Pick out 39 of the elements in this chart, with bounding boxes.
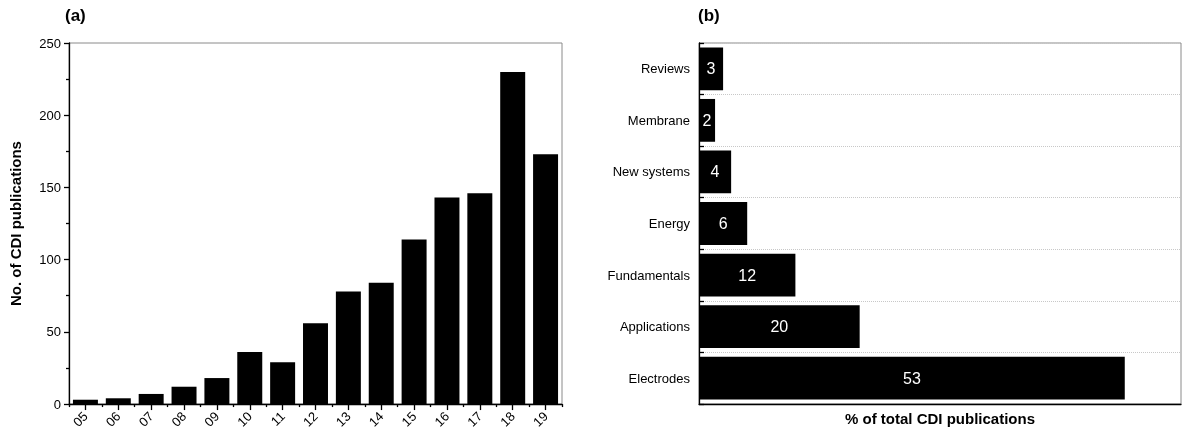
x-tick-label: 15 <box>398 408 420 430</box>
data-label: 3 <box>706 60 716 78</box>
y-tick-label: Applications <box>619 319 691 335</box>
data-label: 4 <box>710 163 720 181</box>
y-tick-label: Energy <box>648 216 691 231</box>
chart-title: (b) <box>698 6 720 25</box>
data-label: 12 <box>738 266 757 284</box>
x-tick-label: 13 <box>332 408 354 430</box>
x-axis-title: % of total CDI publications <box>845 410 1035 427</box>
x-tick-label: 18 <box>497 408 518 430</box>
x-tick-label: 17 <box>464 408 486 430</box>
y-tick-label: Membrane <box>627 112 690 128</box>
y-tick-label: 0 <box>53 396 61 412</box>
x-tick-label: 09 <box>201 408 223 430</box>
data-label: 20 <box>770 318 789 336</box>
x-tick-label: 06 <box>102 408 124 430</box>
y-tick-label: 50 <box>46 324 61 340</box>
x-tick-label: 12 <box>299 408 321 430</box>
x-tick-label: 05 <box>69 408 91 430</box>
y-tick-label: Electrodes <box>628 370 691 386</box>
y-tick-label: 150 <box>39 179 61 195</box>
y-tick-label: Fundamentals <box>607 267 691 283</box>
x-tick-label: 14 <box>365 408 387 430</box>
y-tick-label: 200 <box>39 107 61 123</box>
chart-title: (a) <box>65 6 86 25</box>
y-tick-label: 100 <box>39 252 61 268</box>
y-tick-label: New systems <box>612 164 691 180</box>
x-tick-label: 08 <box>168 408 190 430</box>
data-label: 53 <box>902 369 921 387</box>
x-tick-label: 11 <box>267 408 288 429</box>
y-tick-label: 250 <box>39 35 61 51</box>
data-label: 2 <box>702 111 712 129</box>
x-tick-label: 10 <box>234 408 256 430</box>
y-tick-label: Reviews <box>640 61 691 77</box>
x-tick-label: 19 <box>530 408 551 430</box>
x-tick-label: 07 <box>135 408 157 430</box>
y-axis-title: No. of CDI publications <box>7 141 24 307</box>
x-tick-label: 16 <box>431 408 453 430</box>
data-label: 6 <box>718 215 728 232</box>
